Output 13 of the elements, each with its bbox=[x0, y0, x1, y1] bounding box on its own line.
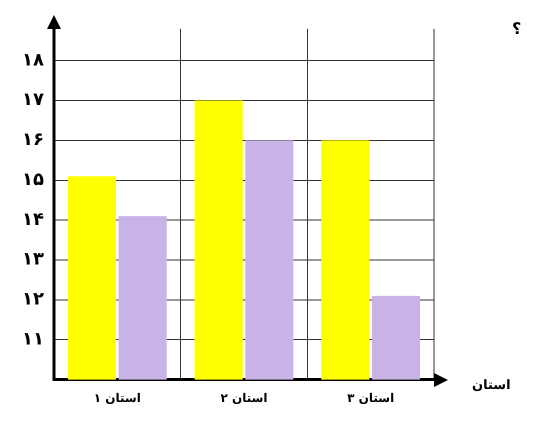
x-tick-label: استان ۲ bbox=[220, 390, 268, 405]
text: ؟ bbox=[512, 19, 522, 38]
x-axis-title: استان bbox=[472, 378, 511, 393]
y-tick-label: ۱۸ bbox=[22, 49, 44, 70]
x-tick-label: استان ۳ bbox=[347, 390, 394, 405]
y-tick-label: ۱۶ bbox=[22, 129, 44, 150]
y-tick-label: ۱۱ bbox=[22, 328, 44, 350]
y-tick-label: ۱۳ bbox=[22, 248, 44, 270]
y-tick-label: ۱۴ bbox=[22, 208, 44, 230]
y-tick-label: ۱۷ bbox=[22, 89, 44, 110]
y-tick-label: ۱۵ bbox=[22, 168, 44, 190]
y-tick-label: ۱۲ bbox=[22, 288, 44, 310]
x-tick-label: استان ۱ bbox=[94, 390, 141, 405]
